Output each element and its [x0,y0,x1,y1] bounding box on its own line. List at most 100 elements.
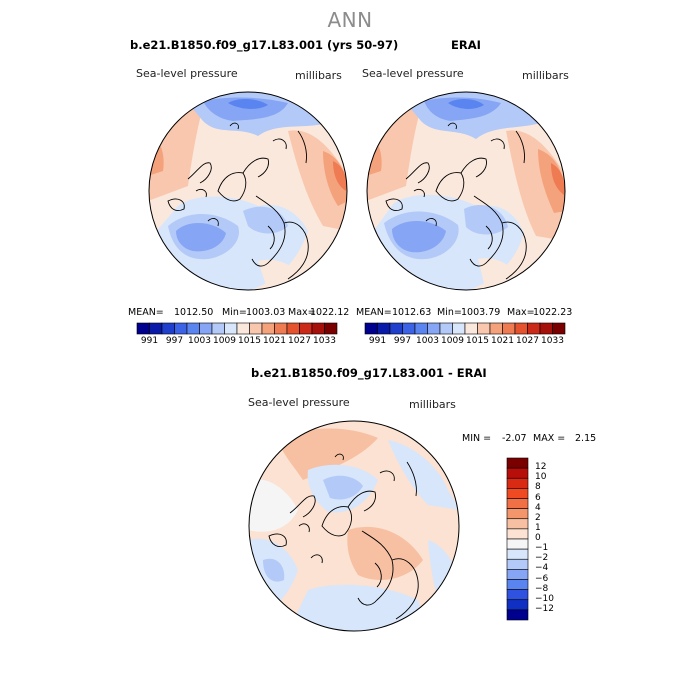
season-title: ANN [327,8,373,32]
obs-colorbar-ticks: 991 997 1003 1009 1015 1021 1027 1033 [364,336,566,348]
diff-colorbar-swatch [506,488,529,499]
diff-colorbar-swatch [506,528,529,540]
colorbar-tick-label: 1021 [491,336,514,346]
colorbar-tick-label: 997 [165,336,184,346]
model-polar-map [148,91,348,291]
colorbar-tick-label: 991 [368,336,387,346]
colorbar-swatch [136,322,150,335]
colorbar-swatch [527,322,541,335]
diff-colorbar-tick-label: 6 [535,492,541,503]
model-panel-title: b.e21.B1850.f09_g17.L83.001 (yrs 50-97) [130,38,399,52]
diff-colorbar-swatch [506,609,529,621]
diff-colorbar-swatch [506,589,529,601]
colorbar-swatch [186,322,200,335]
diff-colorbar-swatch [506,538,529,550]
diff-colorbar-tick-label: −12 [535,603,554,614]
colorbar-swatch [514,322,528,335]
colorbar-swatch [174,322,188,335]
model-colorbar [136,322,338,335]
colorbar-swatch [489,322,503,335]
diff-polar-map [248,420,460,632]
diff-colorbar-tick-label: −10 [535,593,554,604]
diff-min-label: MIN = [462,433,492,444]
colorbar-swatch [161,322,175,335]
colorbar-tick-label: 1021 [263,336,286,346]
model-min-value: 1003.03 [246,307,286,318]
obs-polar-map [366,91,566,291]
colorbar-swatch [477,322,491,335]
diff-min-value: -2.07 [502,433,527,444]
colorbar-tick-label: 997 [393,336,412,346]
diff-colorbar-tick-label: −4 [535,563,549,574]
colorbar-swatch [464,322,478,335]
colorbar-swatch [199,322,213,335]
diff-colorbar-swatch [506,498,529,509]
colorbar-swatch [552,322,566,335]
colorbar-tick-label: 1015 [238,336,261,346]
obs-min-label: Min= [437,307,462,318]
colorbar-swatch [364,322,378,335]
model-units-label: millibars [295,69,342,82]
colorbar-swatch [377,322,391,335]
diff-colorbar-tick-label: 0 [535,533,541,543]
colorbar-swatch [261,322,275,335]
diff-colorbar-swatch [506,558,529,570]
colorbar-swatch [414,322,428,335]
colorbar-swatch [274,322,288,335]
diff-colorbar-swatch [506,518,529,530]
colorbar-swatch [539,322,553,335]
diff-colorbar-tick-label: 2 [535,512,541,523]
model-max-label: Max= [288,307,316,318]
colorbar-swatch [402,322,416,335]
colorbar-tick-label: 1015 [466,336,489,346]
colorbar-swatch [286,322,300,335]
diff-colorbar-swatch [506,457,529,469]
colorbar-swatch [452,322,466,335]
colorbar-swatch [299,322,313,335]
model-mean-value: 1012.50 [174,307,214,318]
diff-colorbar-tick-label: 8 [535,482,541,493]
obs-max-value: 1022.23 [533,307,573,318]
colorbar-tick-label: 1003 [188,336,211,346]
diff-colorbar-tick-label: −8 [535,583,549,594]
diff-colorbar-swatch [506,508,529,520]
diff-colorbar-swatch [506,477,529,489]
diff-colorbar-swatch [506,579,529,590]
diff-colorbar-tick-label: −1 [535,543,549,554]
obs-min-value: 1003.79 [461,307,501,318]
colorbar-swatch [149,322,163,335]
colorbar-tick-label: 1033 [541,336,564,346]
model-max-value: 1022.12 [310,307,350,318]
diff-colorbar-swatch [506,467,529,479]
diff-colorbar-ticks: 12 10 8 6 4 2 1 0 −1 −2 −4 −6 −8 −10 −12 [535,457,565,621]
obs-max-label: Max= [507,307,535,318]
colorbar-swatch [211,322,225,335]
diff-colorbar-swatch [506,569,529,580]
colorbar-tick-label: 1027 [288,336,311,346]
diff-max-label: MAX = [533,433,566,444]
colorbar-swatch [311,322,325,335]
colorbar-swatch [502,322,516,335]
colorbar-swatch [439,322,453,335]
obs-mean-value: 1012.63 [392,307,432,318]
diff-max-value: 2.15 [575,433,597,444]
diff-colorbar-tick-label: −2 [535,553,549,564]
colorbar-swatch [249,322,263,335]
colorbar-tick-label: 1033 [313,336,336,346]
diff-colorbar-tick-label: 4 [535,502,541,513]
diff-colorbar-tick-label: 1 [535,522,541,533]
colorbar-tick-label: 991 [140,336,159,346]
diff-units-label: millibars [409,398,456,411]
diff-colorbar-tick-label: 12 [535,462,547,473]
diff-colorbar-tick-label: −6 [535,573,549,584]
obs-variable-label: Sea-level pressure [362,67,464,80]
colorbar-tick-label: 1009 [441,336,464,346]
diff-colorbar [506,457,529,621]
colorbar-swatch [324,322,338,335]
colorbar-swatch [236,322,250,335]
colorbar-tick-label: 1003 [416,336,439,346]
colorbar-tick-label: 1027 [516,336,539,346]
colorbar-swatch [224,322,238,335]
model-variable-label: Sea-level pressure [136,67,238,80]
obs-panel-title: ERAI [451,38,481,52]
